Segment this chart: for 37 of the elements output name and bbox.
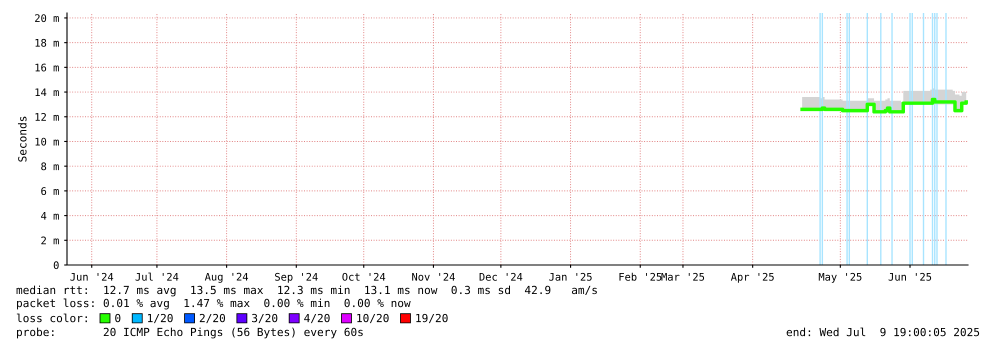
x-tick-label: Jun '24: [70, 272, 114, 281]
y-tick-label: 4 m: [41, 212, 59, 220]
text: median rtt: 12.7 ms avg 13.5 ms max 12.3 ms min 13.1 ms now 0.3 ms sd 42.9 am/s: [16, 286, 597, 296]
legend-title: loss color:: [16, 314, 87, 322]
text: end: Wed Jul 9 19:00:05 2025: [786, 328, 980, 336]
y-tick-label: 8 m: [41, 162, 59, 170]
legend-label: 19/20: [416, 314, 448, 324]
x-tick-label: Oct '24: [342, 272, 386, 281]
x-tick-label: Dec '24: [480, 272, 522, 281]
legend-label: 4/20: [304, 314, 330, 324]
x-tick-label: Jul '24: [136, 272, 178, 281]
legend-label: 3/20: [252, 314, 278, 324]
y-tick-label: 6 m: [41, 187, 59, 196]
x-tick-label: May '25: [818, 272, 862, 283]
x-tick-label: Feb '25: [619, 272, 662, 281]
y-tick-label: 10 m: [36, 138, 59, 146]
y-tick-label: 14 m: [36, 88, 59, 96]
y-axis-title: Seconds: [18, 116, 27, 162]
x-tick-label: Jun '25: [888, 272, 932, 281]
legend-label: 2/20: [200, 314, 226, 324]
legend-label: 0: [115, 314, 120, 322]
text: packet loss: 0.01 % avg 1.47 % max 0.00 % min 0.00 % now: [17, 298, 411, 310]
text: probe: 20 ICMP Echo Pings (56 Bytes) every 60s: [17, 328, 363, 338]
x-tick-label: Jan '25: [549, 272, 592, 281]
x-tick-label: Mar '25: [661, 272, 704, 281]
y-tick-label: 2 m: [41, 236, 59, 244]
y-tick-label: 0: [54, 261, 59, 270]
y-tick-label: 20 m: [35, 14, 59, 22]
y-tick-label: 18 m: [36, 38, 59, 47]
y-tick-label: 16 m: [36, 64, 59, 72]
x-tick-label: Sep '24: [275, 272, 318, 283]
x-tick-label: Aug '24: [204, 272, 248, 283]
x-tick-label: Nov '24: [412, 272, 455, 281]
legend-label: 10/20: [357, 314, 389, 324]
legend-label: 1/20: [148, 314, 173, 324]
y-tick-label: 12 m: [36, 113, 59, 121]
x-tick-label: Apr '25: [730, 272, 774, 283]
